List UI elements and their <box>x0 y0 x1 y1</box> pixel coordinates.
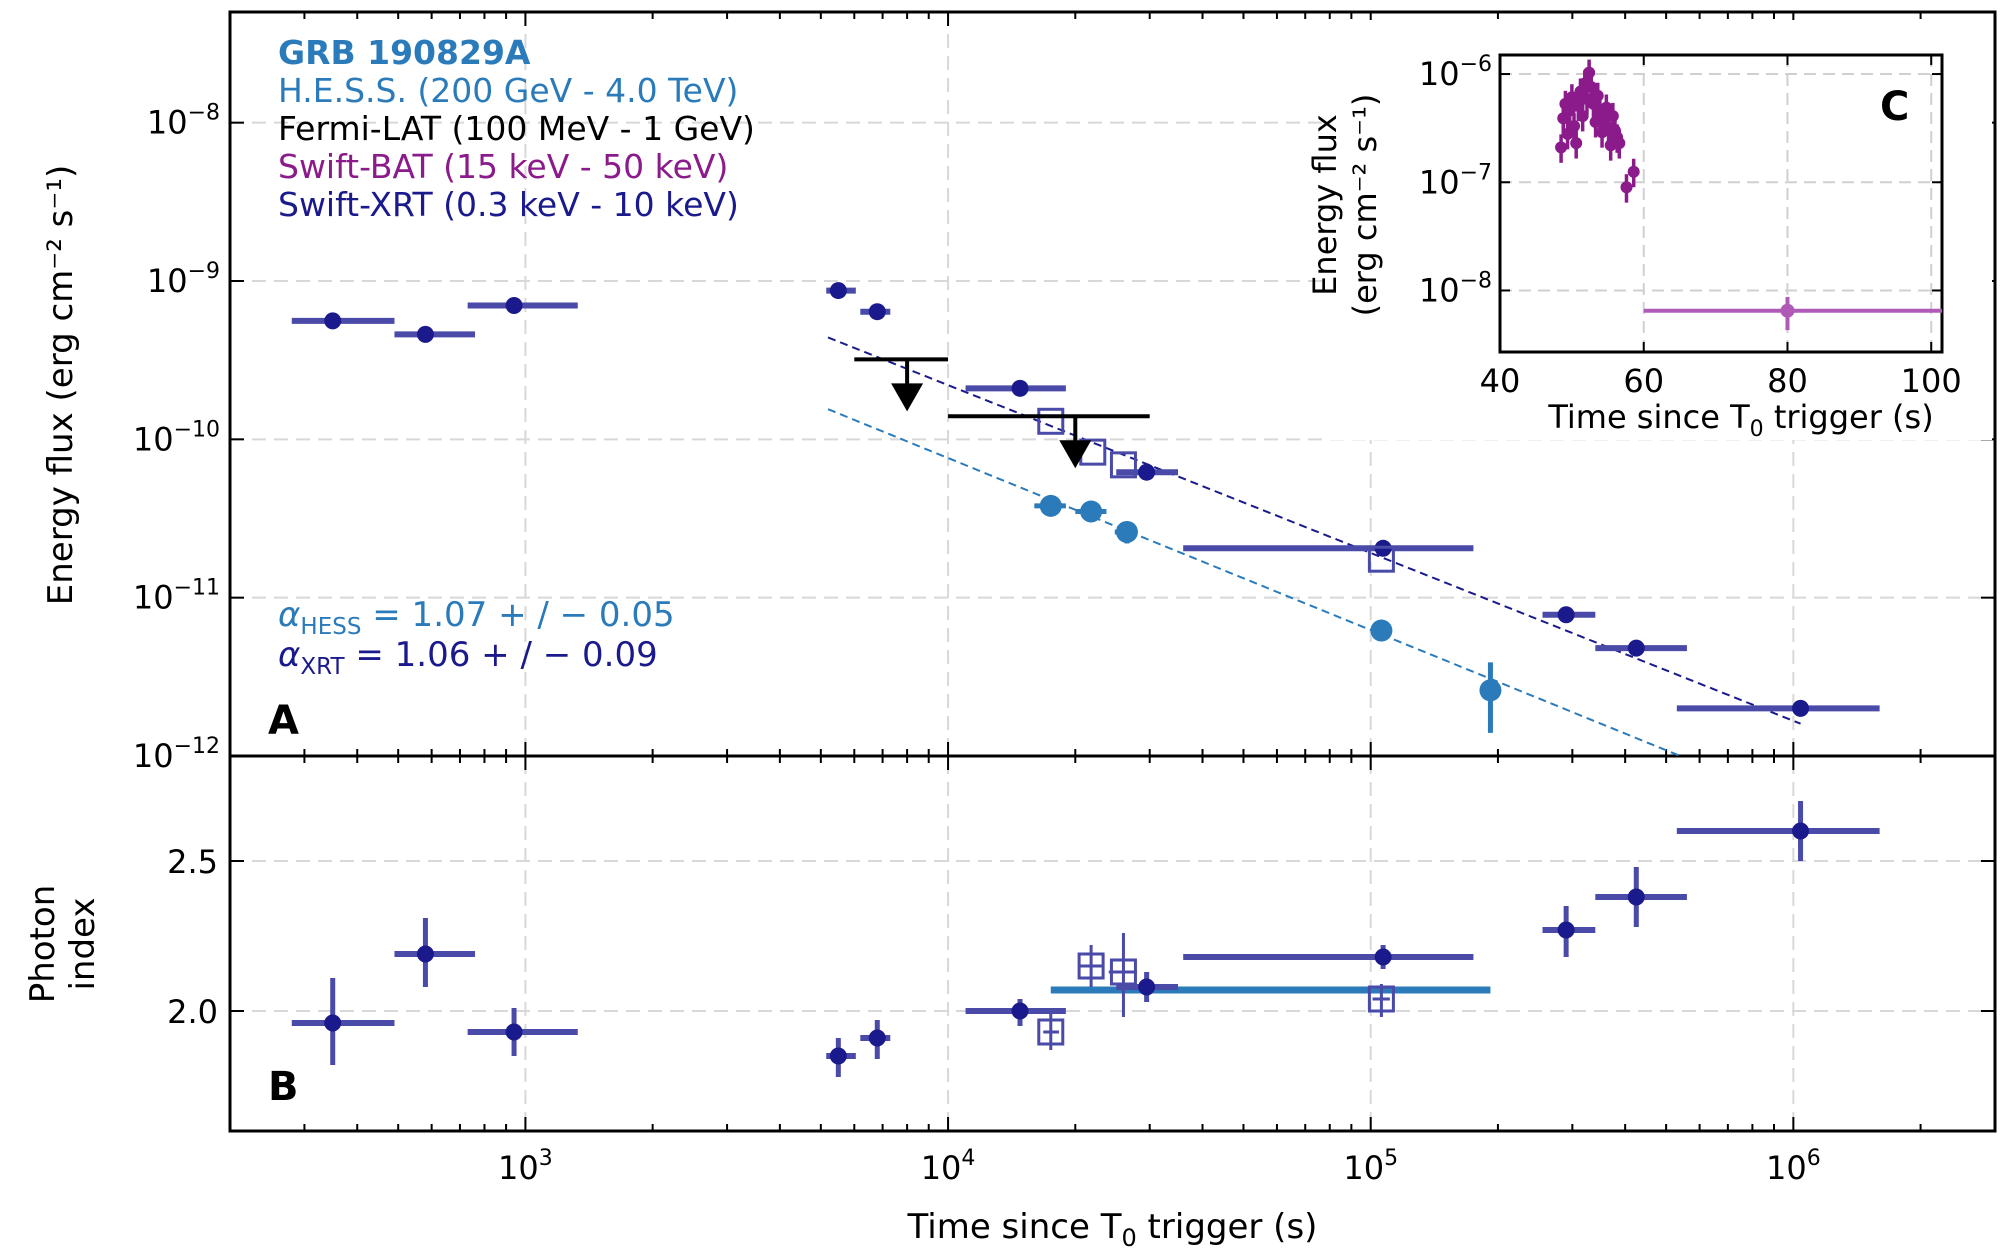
bat-point-29 <box>1627 165 1640 178</box>
xrt-index-point-6 <box>1138 978 1156 996</box>
inset-frame <box>1498 53 1944 354</box>
y-axis-label-a: Energy flux (erg cm⁻² s⁻¹) <box>41 165 81 605</box>
hess-point-0 <box>1039 494 1062 517</box>
inset-y-axis-label-line2: (erg cm⁻² s⁻¹) <box>1346 94 1384 317</box>
xrt-flux-point-10 <box>1792 699 1810 717</box>
xrt-index-point-7 <box>1374 948 1392 966</box>
bat-point-0 <box>1555 141 1568 154</box>
legend-entry-4: Swift-XRT (0.3 keV - 10 keV) <box>278 185 739 224</box>
x-tick-label-2: 105 <box>1343 1146 1398 1187</box>
bat-point-6 <box>1568 120 1581 133</box>
xrt-index-point-5 <box>1011 1002 1029 1020</box>
xrt-open-index-square-2 <box>1109 958 1137 986</box>
xrt-flux-point-5 <box>1011 379 1029 397</box>
panel-a-marks <box>291 282 1880 756</box>
inset-background <box>1328 20 1992 440</box>
ya-tick-label-1: 10−11 <box>133 576 220 617</box>
x-axis-label: Time since T0 trigger (s) <box>907 1207 1318 1249</box>
bat-point-21 <box>1600 101 1613 114</box>
fit-annotation-0: αHESS = 1.07 + / − 0.05 <box>278 595 675 640</box>
bat-point-5 <box>1565 91 1578 104</box>
yb-tick-label-0: 2.0 <box>167 993 218 1031</box>
xrt-index-point-10 <box>1792 822 1810 840</box>
inset-y-tick-label-2: 10−6 <box>1419 52 1492 93</box>
fermi-ul-arrow-0 <box>891 383 924 412</box>
panel-c-marks <box>1555 59 1942 331</box>
bat-point-28 <box>1620 181 1633 194</box>
xrt-index-point-1 <box>416 945 434 963</box>
bat-point-27 <box>1613 137 1626 150</box>
fit-line-0 <box>827 336 1801 725</box>
xrt-flux-point-6 <box>1138 463 1156 481</box>
y-axis-label-b-line2: index <box>63 897 103 990</box>
ya-tick-label-4: 10−8 <box>147 101 220 142</box>
bat-point-13 <box>1583 66 1596 79</box>
inset-x-tick-label-0: 40 <box>1480 362 1521 400</box>
xrt-index-point-8 <box>1557 921 1575 939</box>
legend-entry-3: Swift-BAT (15 keV - 50 keV) <box>278 147 728 186</box>
xrt-index-point-9 <box>1627 888 1645 906</box>
bat-point-7 <box>1570 137 1583 150</box>
xrt-index-point-4 <box>868 1029 886 1047</box>
fermi-ul-arrow-1 <box>1059 440 1092 469</box>
panel-b-marks <box>291 801 1880 1077</box>
ya-tick-label-0: 10−12 <box>133 734 220 775</box>
xrt-flux-point-4 <box>868 303 886 321</box>
bat-point-24 <box>1606 109 1619 122</box>
xrt-open-square-2 <box>1109 451 1137 479</box>
hess-point-2 <box>1115 520 1138 543</box>
xrt-open-square-0 <box>1037 407 1065 435</box>
legend-entry-2: Fermi-LAT (100 MeV - 1 GeV) <box>278 109 755 148</box>
panel-frame <box>228 10 1997 1133</box>
inset-y-axis-label-line1: Energy flux <box>1306 114 1344 296</box>
legend-entry-0: GRB 190829A <box>278 33 531 72</box>
xrt-flux-point-3 <box>829 282 847 300</box>
hess-point-4 <box>1479 679 1502 702</box>
ya-tick-label-3: 10−9 <box>147 259 220 300</box>
xrt-index-point-0 <box>324 1014 342 1032</box>
xrt-flux-point-2 <box>505 297 523 315</box>
inset-ticks <box>1499 55 1942 352</box>
xrt-index-point-3 <box>829 1047 847 1065</box>
ya-tick-label-2: 10−10 <box>133 417 220 458</box>
inset-y-tick-label-1: 10−7 <box>1419 160 1492 201</box>
panel-label-a: A <box>268 698 299 744</box>
hess-point-3 <box>1370 619 1393 642</box>
xrt-open-index-square-0 <box>1037 1018 1065 1046</box>
xrt-index-point-2 <box>505 1023 523 1041</box>
inset-y-tick-label-0: 10−8 <box>1419 268 1492 309</box>
xrt-open-square-3 <box>1367 545 1395 573</box>
xrt-flux-point-0 <box>324 312 342 330</box>
ticks <box>229 12 1996 1131</box>
yb-tick-label-1: 2.5 <box>167 843 218 881</box>
fit-annotation-1: αXRT = 1.06 + / − 0.09 <box>278 635 658 680</box>
hess-point-1 <box>1080 500 1103 523</box>
inset-x-tick-label-1: 60 <box>1623 362 1664 400</box>
bat-point-17 <box>1591 89 1604 102</box>
x-tick-label-1: 104 <box>921 1146 976 1187</box>
xrt-flux-point-1 <box>416 325 434 343</box>
xrt-flux-point-8 <box>1557 606 1575 624</box>
x-tick-label-3: 106 <box>1766 1146 1821 1187</box>
xrt-flux-point-9 <box>1627 639 1645 657</box>
legend-entry-1: H.E.S.S. (200 GeV - 4.0 TeV) <box>278 71 738 110</box>
inset-x-tick-label-3: 100 <box>1901 362 1962 400</box>
inset-x-axis-label: Time since T0 trigger (s) <box>1547 398 1933 442</box>
panel-label-c: C <box>1880 84 1909 130</box>
xrt-open-index-square-3 <box>1367 985 1395 1013</box>
panel-label-b: B <box>268 1064 299 1110</box>
x-tick-label-0: 103 <box>498 1146 553 1187</box>
fit-line-1 <box>827 408 1681 756</box>
y-axis-label-b-line1: Photon <box>23 885 63 1004</box>
bat-point-14 <box>1585 80 1598 93</box>
xrt-open-index-square-1 <box>1077 952 1105 980</box>
bat-late-point-0 <box>1780 303 1795 318</box>
inset-x-tick-label-2: 80 <box>1767 362 1808 400</box>
